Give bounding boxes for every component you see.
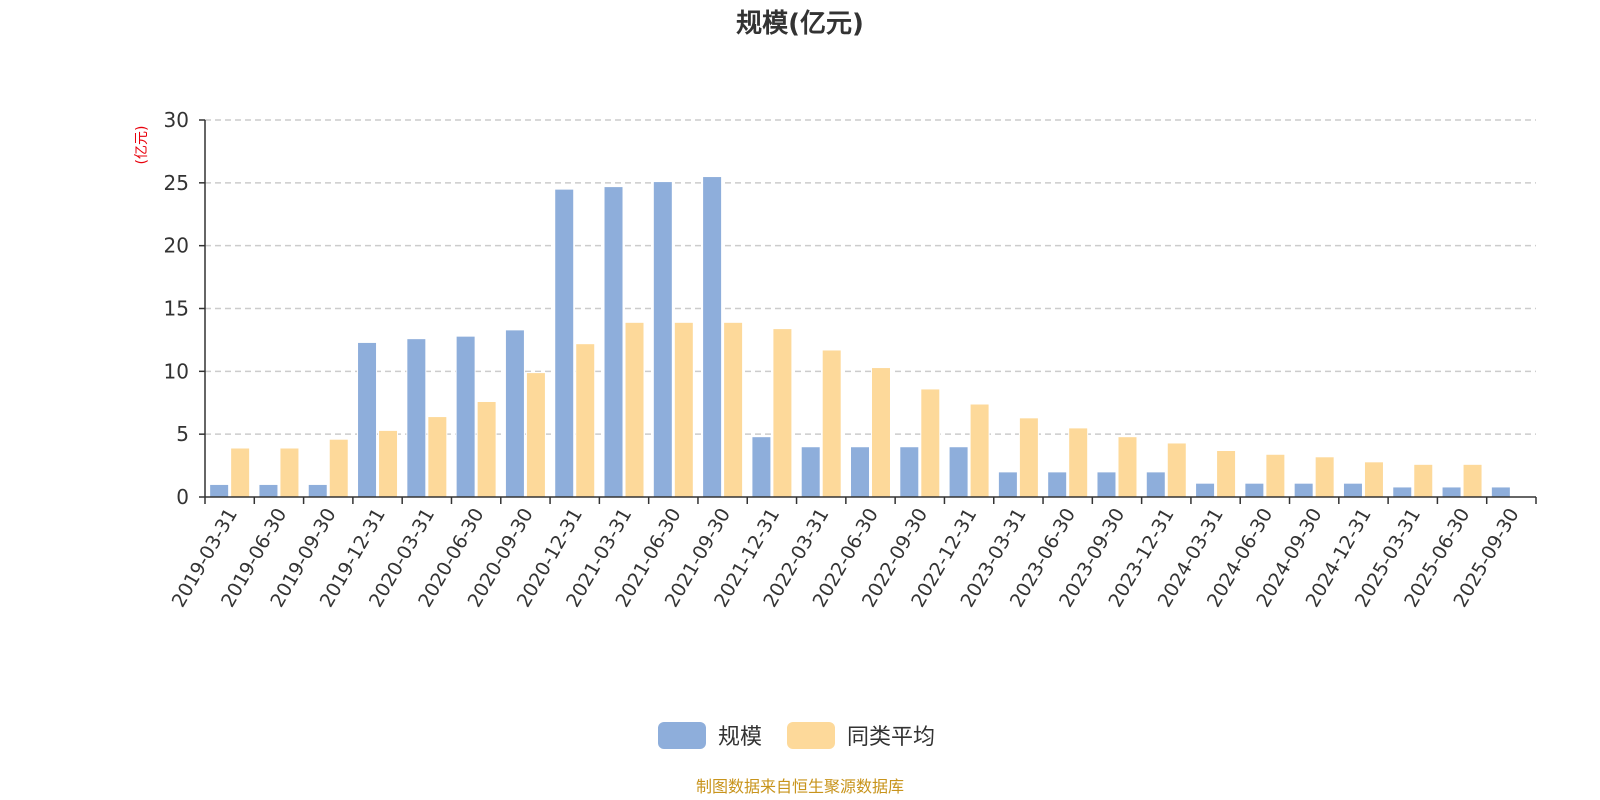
data-source-note: 制图数据来自恒生聚源数据库 — [696, 777, 904, 796]
bar-peer-average — [673, 321, 694, 498]
bar-peer-average — [1462, 463, 1483, 498]
legend-label-peer-average: 同类平均 — [847, 725, 935, 750]
grid-lines — [205, 119, 1536, 435]
bar-scale — [258, 483, 279, 498]
bar-peer-average — [427, 416, 448, 498]
bar-scale — [603, 186, 624, 498]
bar-peer-average — [871, 367, 891, 498]
bar-scale — [850, 446, 870, 498]
bar-scale — [554, 188, 575, 498]
bar-scale — [652, 181, 673, 498]
bar-scale — [1392, 486, 1413, 498]
bar-peer-average — [328, 438, 349, 498]
y-tick-label: 0 — [176, 485, 189, 509]
bar-peer-average — [969, 403, 990, 498]
bar-peer-average — [772, 328, 793, 498]
legend-swatch-scale — [658, 722, 706, 749]
bar-peer-average — [723, 321, 744, 498]
y-axis-unit-label: (亿元) — [134, 126, 150, 165]
bar-scale — [899, 446, 920, 498]
y-tick-label: 15 — [164, 297, 189, 321]
bar-peer-average — [1363, 461, 1384, 498]
bar-peer-average — [476, 400, 497, 498]
bar-peer-average — [279, 447, 300, 498]
y-tick-label: 25 — [164, 171, 189, 195]
bar-peer-average — [1265, 453, 1286, 498]
bar-scale — [504, 329, 525, 498]
y-tick-label: 30 — [164, 108, 189, 132]
bar-scale — [1441, 486, 1462, 498]
bar-peer-average — [575, 343, 596, 498]
bar-scale — [357, 341, 378, 498]
bar-scale — [1047, 471, 1068, 498]
bar-scale — [948, 446, 969, 498]
bar-scale — [1293, 482, 1314, 498]
y-tick-label: 20 — [164, 234, 189, 258]
bar-peer-average — [1117, 436, 1138, 498]
bar-peer-average — [1314, 456, 1335, 498]
bar-peer-average — [1068, 427, 1089, 498]
bar-peer-average — [1216, 450, 1237, 498]
legend-swatch-peer-average — [787, 722, 835, 749]
bar-peer-average — [230, 447, 251, 498]
bar-peer-average — [378, 429, 399, 498]
bar-scale — [209, 483, 230, 498]
bar-peer-average — [821, 349, 842, 498]
y-tick-label: 10 — [164, 359, 189, 383]
legend: 规模 同类平均 — [658, 722, 935, 750]
bars-group — [209, 176, 1511, 498]
bar-scale — [1342, 482, 1363, 498]
bar-scale — [1145, 471, 1166, 498]
y-tick-label: 5 — [176, 422, 189, 446]
bar-scale — [455, 335, 476, 498]
bar-peer-average — [525, 372, 546, 498]
bar-scale — [1244, 482, 1265, 498]
bar-scale — [1096, 471, 1117, 498]
bar-peer-average — [1018, 417, 1039, 498]
legend-label-scale: 规模 — [718, 725, 762, 750]
bar-scale — [1195, 482, 1216, 498]
x-axis-ticks: 2019-03-312019-06-302019-09-302019-12-31… — [168, 497, 1537, 611]
bar-scale — [702, 176, 723, 498]
bar-scale — [751, 436, 772, 498]
bar-scale — [800, 446, 821, 498]
bar-scale — [406, 338, 427, 498]
bar-peer-average — [1413, 463, 1434, 498]
y-axis-ticks: 0 5 10 15 20 25 30 — [164, 108, 205, 509]
chart-title: 规模(亿元) — [736, 9, 864, 39]
bar-peer-average — [1166, 442, 1187, 498]
bar-scale — [307, 483, 328, 498]
bar-scale — [1490, 486, 1511, 498]
bar-peer-average — [920, 388, 941, 498]
bar-peer-average — [624, 321, 645, 498]
bar-scale — [997, 471, 1018, 498]
